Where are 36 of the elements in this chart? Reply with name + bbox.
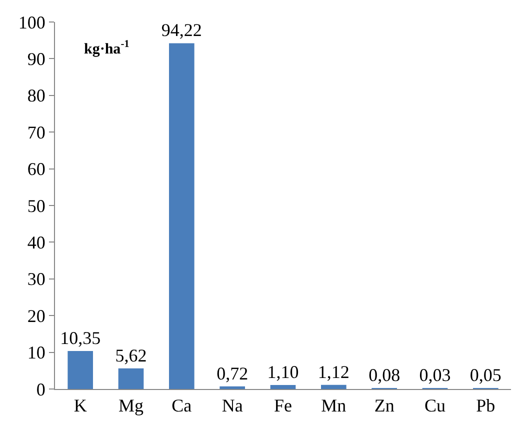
x-tick-label: Cu [424,396,446,416]
x-tick-label: Mg [118,396,144,416]
data-label: 0,03 [419,365,451,385]
x-tick-label: Fe [274,396,292,416]
data-label: 0,05 [470,365,502,385]
x-tick-label: K [74,396,87,416]
y-tick-label: 80 [27,86,46,106]
bar [68,351,93,389]
y-tick-label: 70 [27,122,46,142]
data-label: 0,72 [216,363,248,384]
bar [220,386,245,389]
bar [118,368,144,389]
y-tick-label: 30 [27,269,46,290]
data-label: 10,35 [60,328,101,348]
data-label: 5,62 [115,345,147,366]
y-tick-label: 100 [18,12,46,32]
data-label: 1,12 [318,362,350,382]
y-tick-label: 90 [27,49,46,69]
x-tick-label: Pb [476,396,496,416]
x-tick-label: Mn [321,396,346,416]
x-tick-label: Zn [374,396,394,416]
y-tick-label: 50 [27,196,46,216]
bar [169,43,194,389]
data-label: 94,22 [161,20,202,40]
bar [321,384,346,389]
y-tick-label: 40 [27,232,46,252]
y-tick-label: 10 [27,342,46,363]
data-label: 0,08 [368,365,400,385]
x-tick-label: Na [222,396,243,416]
annotation: kg·ha$^{-1}$ [84,39,130,58]
y-tick-label: 20 [27,306,46,326]
bar [270,384,296,389]
y-tick-label: 60 [27,159,46,180]
x-tick-label: Ca [172,396,192,416]
data-label: 1,10 [267,362,299,382]
y-tick-label: 0 [36,379,46,400]
